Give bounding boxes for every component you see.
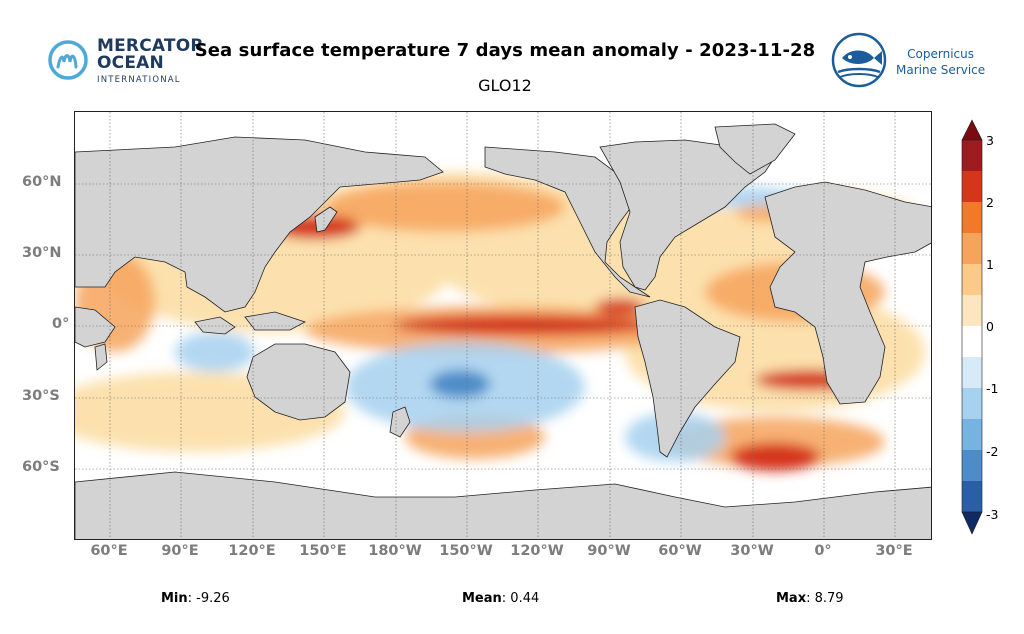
colorbar-tick-neg2: -2 — [986, 444, 999, 459]
lon-label-30e: 30°E — [875, 543, 913, 559]
map-subtitle: GLO12 — [478, 76, 532, 95]
lon-label-120e: 120°E — [228, 543, 276, 559]
lon-label-0: 0° — [814, 543, 832, 559]
mercator-ocean-logo: MERCATOR OCEAN INTERNATIONAL — [48, 38, 203, 85]
colorbar-tick-0: 0 — [986, 319, 994, 334]
stat-mean-label: Mean — [462, 591, 502, 606]
lon-label-180w: 180°W — [368, 543, 422, 559]
colorbar-tick-neg3: -3 — [986, 507, 999, 522]
mercator-line3: INTERNATIONAL — [97, 75, 181, 85]
stat-max-value: : 8.79 — [806, 591, 844, 606]
colorbar-tick-neg1: -1 — [986, 381, 999, 396]
copernicus-marine-logo: Copernicus Marine Service — [830, 30, 1000, 90]
copernicus-fish-icon — [831, 32, 887, 88]
lon-label-60w: 60°W — [658, 543, 702, 559]
copernicus-line1: Copernicus — [907, 47, 974, 61]
lon-label-120w: 120°W — [510, 543, 564, 559]
colorbar — [961, 119, 983, 535]
colorbar-tick-2: 2 — [986, 195, 994, 210]
stat-min-label: Min — [161, 591, 188, 606]
stat-max: Max: 8.79 — [776, 591, 844, 606]
stat-min-value: : -9.26 — [187, 591, 230, 606]
map-gridlines — [75, 112, 931, 539]
lon-label-90e: 90°E — [161, 543, 199, 559]
stat-mean-value: : 0.44 — [501, 591, 540, 606]
lon-label-150w: 150°W — [439, 543, 493, 559]
lat-label-30n: 30°N — [22, 245, 62, 261]
mercator-line2: OCEAN — [97, 53, 164, 73]
stat-min: Min: -9.26 — [161, 591, 230, 606]
colorbar-tick-3: 3 — [986, 133, 994, 148]
lat-label-0: 0° — [52, 316, 70, 332]
mercator-line1: MERCATOR — [97, 36, 204, 56]
land-masses — [75, 123, 931, 539]
lon-label-150e: 150°E — [299, 543, 347, 559]
lat-label-60n: 60°N — [22, 174, 62, 190]
stat-mean: Mean: 0.44 — [462, 591, 539, 606]
lon-label-30w: 30°W — [730, 543, 774, 559]
sst-anomaly-map — [74, 111, 932, 540]
lat-label-30s: 30°S — [22, 388, 60, 404]
lon-label-90w: 90°W — [587, 543, 631, 559]
stat-max-label: Max — [776, 591, 807, 606]
mercator-logo-icon — [48, 40, 88, 80]
map-title: Sea surface temperature 7 days mean anom… — [194, 40, 816, 61]
copernicus-line2: Marine Service — [896, 63, 986, 77]
lat-label-60s: 60°S — [22, 459, 60, 475]
lon-label-60e: 60°E — [90, 543, 128, 559]
colorbar-tick-1: 1 — [986, 257, 994, 272]
